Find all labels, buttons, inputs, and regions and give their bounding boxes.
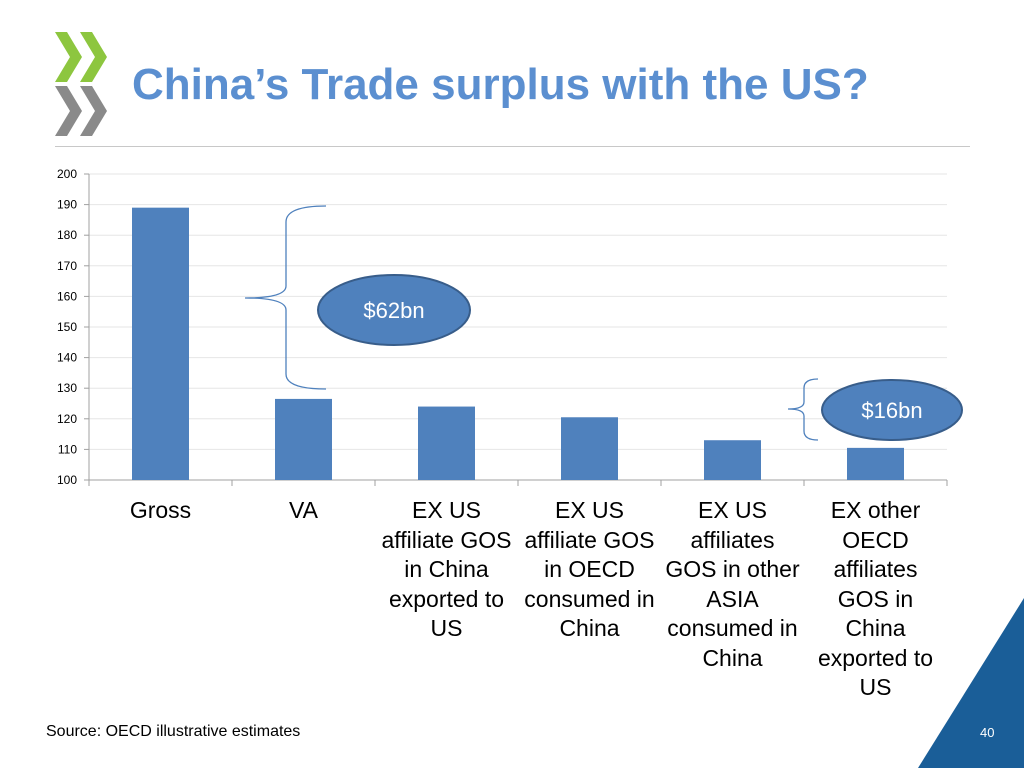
y-tick-label: 150 xyxy=(57,320,77,334)
x-category-label: EX US affiliate GOS in OECD consumed in … xyxy=(524,497,655,641)
chart-bars xyxy=(132,207,904,480)
source-note: Source: OECD illustrative estimates xyxy=(46,723,301,740)
x-category-label: EX other OECD affiliates GOS in China ex… xyxy=(817,497,934,700)
slide-title: China’s Trade surplus with the US? xyxy=(132,60,869,109)
bubble-62bn xyxy=(317,274,471,346)
logo-chevron-bottom-left xyxy=(55,86,82,136)
y-tick-label: 140 xyxy=(57,351,77,365)
bubble-62bn-label: $62bn xyxy=(363,298,424,323)
bar xyxy=(847,447,904,480)
bar xyxy=(275,398,332,480)
x-category-label: EX US affiliate GOS in China exported to… xyxy=(381,497,512,641)
brace-62bn xyxy=(244,205,327,390)
logo-chevron-top-left xyxy=(55,32,82,82)
bubble-16bn-label: $16bn xyxy=(861,398,922,423)
bar xyxy=(132,207,189,480)
y-tick-label: 130 xyxy=(57,381,77,395)
y-tick-label: 110 xyxy=(58,442,77,456)
brace-16bn xyxy=(787,378,819,441)
y-axis-ticks: 100 110 120 130 140 150 160 170 180 190 200 xyxy=(57,167,89,487)
y-tick-label: 170 xyxy=(57,259,77,273)
title-divider xyxy=(55,146,970,147)
bar xyxy=(561,417,618,480)
bar xyxy=(418,406,475,480)
y-tick-label: 180 xyxy=(57,228,77,242)
oecd-logo xyxy=(55,32,107,136)
y-tick-label: 100 xyxy=(57,473,77,487)
y-tick-label: 160 xyxy=(57,289,77,303)
x-category-label: EX US affiliates GOS in other ASIA consu… xyxy=(665,497,800,671)
logo-chevron-bottom-right xyxy=(80,86,107,136)
y-tick-label: 200 xyxy=(57,167,77,181)
bar xyxy=(704,440,761,480)
x-category-label: VA xyxy=(289,497,318,523)
x-category-label: Gross xyxy=(129,497,192,523)
y-tick-label: 120 xyxy=(57,412,77,426)
chart-gridlines xyxy=(89,173,947,450)
page-number: 40 xyxy=(980,725,995,740)
logo-chevron-top-right xyxy=(80,32,107,82)
chart-axes xyxy=(88,174,948,486)
y-tick-label: 190 xyxy=(57,198,77,212)
bubble-16bn xyxy=(821,379,963,441)
